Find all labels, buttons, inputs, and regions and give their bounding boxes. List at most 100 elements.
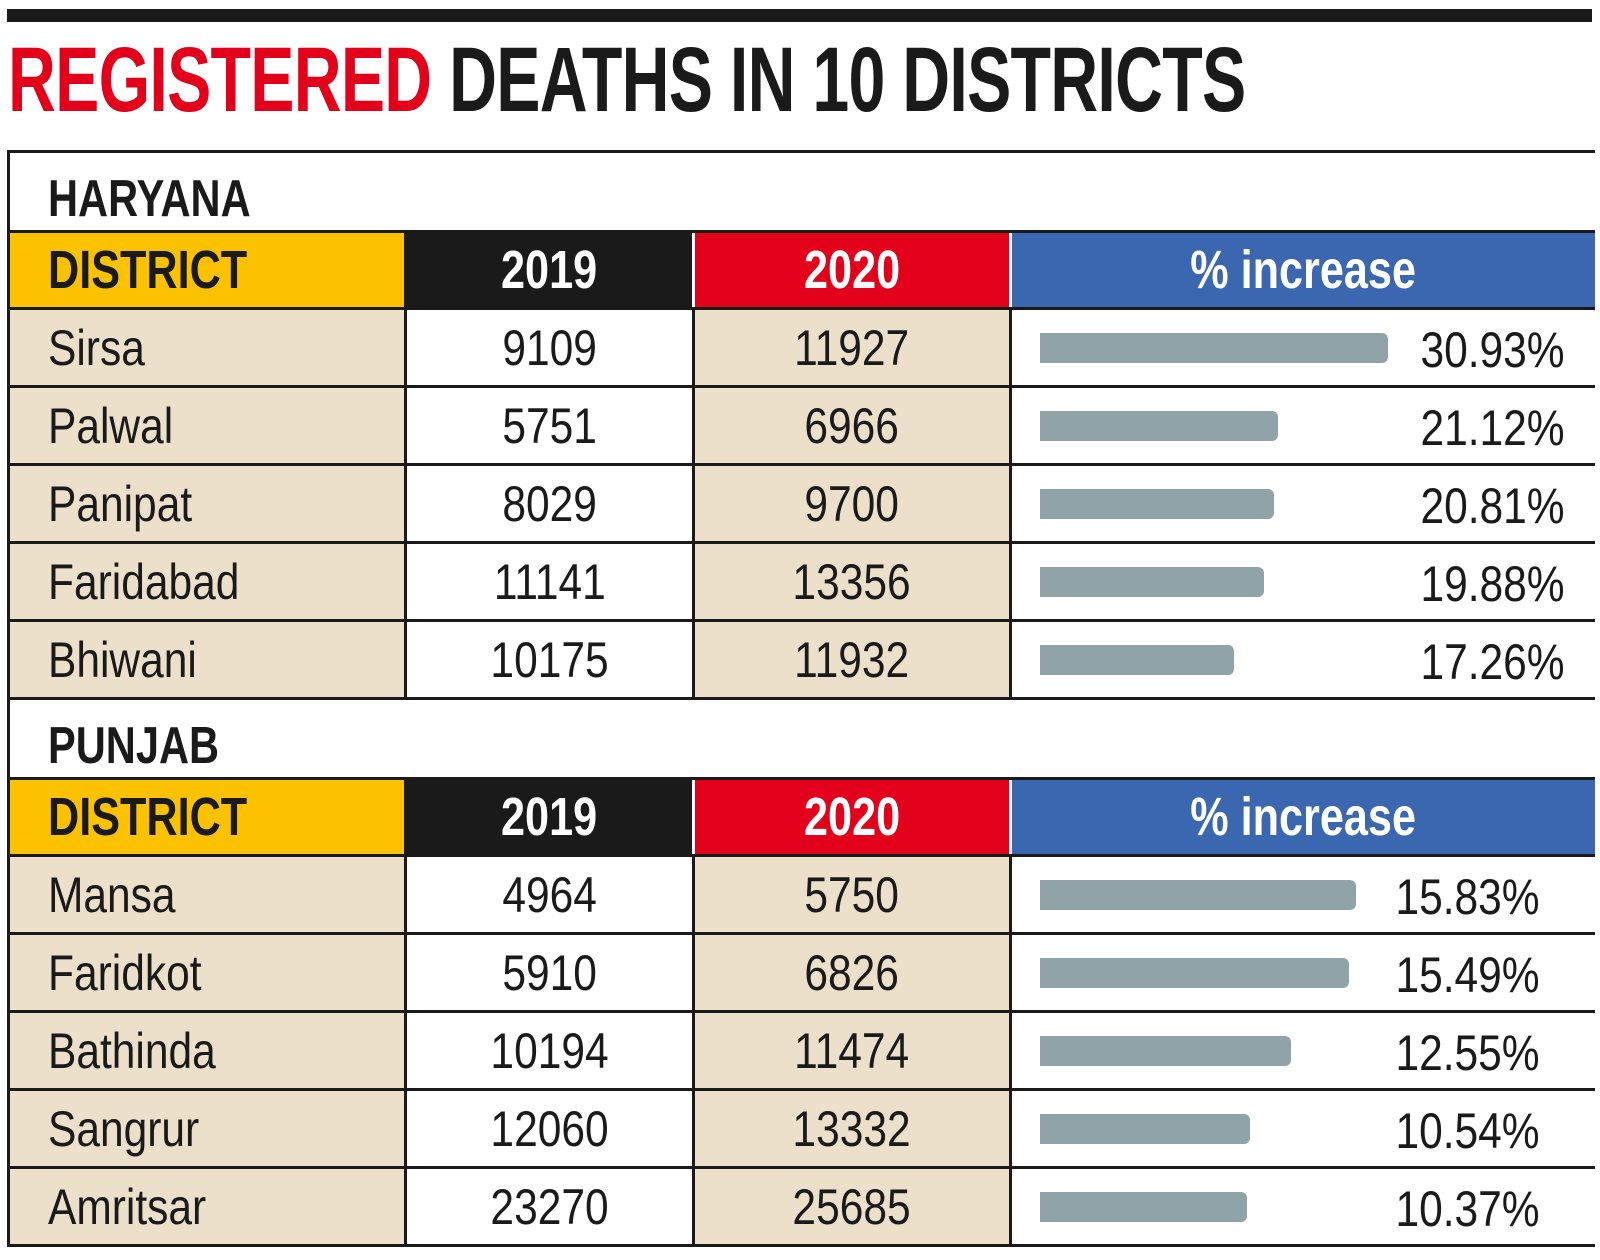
header-cell: 2020 bbox=[695, 233, 1012, 307]
increase-label: 10.54% bbox=[1395, 1103, 1540, 1159]
header-cell: DISTRICT bbox=[10, 780, 407, 854]
table-row: Bathinda 10194 11474 12.55% bbox=[10, 1013, 1595, 1091]
value-2020: 6966 bbox=[804, 397, 900, 454]
value-2019: 12060 bbox=[490, 1100, 609, 1157]
header-row: DISTRICT 2019 2020 % increase bbox=[10, 777, 1595, 857]
title-highlight: REGISTERED bbox=[8, 29, 432, 131]
district-name: Palwal bbox=[48, 397, 174, 454]
header-cell: DISTRICT bbox=[10, 233, 407, 307]
value-2020-cell: 13332 bbox=[695, 1091, 1012, 1166]
column-header: 2020 bbox=[803, 240, 901, 300]
table-row: Palwal 5751 6966 21.12% bbox=[10, 388, 1595, 466]
chart-title: REGISTERED DEATHS IN 10 DISTRICTS bbox=[8, 34, 1246, 126]
value-2019-cell: 9109 bbox=[407, 310, 695, 385]
increase-label: 10.37% bbox=[1395, 1181, 1540, 1237]
increase-label: 30.93% bbox=[1420, 322, 1565, 378]
district-name: Bathinda bbox=[48, 1022, 216, 1079]
table-row: Mansa 4964 5750 15.83% bbox=[10, 857, 1595, 935]
district-cell: Palwal bbox=[10, 388, 407, 463]
district-cell: Sangrur bbox=[10, 1091, 407, 1166]
district-cell: Panipat bbox=[10, 466, 407, 541]
value-2020-cell: 25685 bbox=[695, 1169, 1012, 1244]
table-row: Sangrur 12060 13332 10.54% bbox=[10, 1091, 1595, 1169]
district-name: Faridabad bbox=[48, 553, 240, 610]
district-name: Bhiwani bbox=[48, 631, 197, 688]
section-label: PUNJAB bbox=[10, 700, 1595, 777]
increase-label: 15.83% bbox=[1395, 869, 1540, 925]
value-2019-cell: 8029 bbox=[407, 466, 695, 541]
header-cell: 2019 bbox=[407, 780, 695, 854]
value-2020: 13332 bbox=[792, 1100, 912, 1157]
header-cell: 2019 bbox=[407, 233, 695, 307]
increase-cell: 12.55% bbox=[1012, 1013, 1595, 1088]
header-row: DISTRICT 2019 2020 % increase bbox=[10, 230, 1595, 310]
district-cell: Mansa bbox=[10, 857, 407, 932]
district-cell: Bathinda bbox=[10, 1013, 407, 1088]
value-2020-cell: 6966 bbox=[695, 388, 1012, 463]
increase-cell: 10.54% bbox=[1012, 1091, 1595, 1166]
district-name: Amritsar bbox=[48, 1178, 207, 1235]
value-2020-cell: 13356 bbox=[695, 544, 1012, 619]
increase-bar bbox=[1040, 489, 1275, 519]
value-2020-cell: 11932 bbox=[695, 622, 1012, 697]
value-2019-cell: 4964 bbox=[407, 857, 695, 932]
district-cell: Faridkot bbox=[10, 935, 407, 1010]
increase-label: 12.55% bbox=[1395, 1025, 1540, 1081]
increase-label: 21.12% bbox=[1420, 400, 1565, 456]
column-header: 2020 bbox=[803, 787, 901, 847]
increase-label: 17.26% bbox=[1420, 634, 1565, 690]
increase-label: 15.49% bbox=[1395, 947, 1540, 1003]
value-2019: 10175 bbox=[490, 631, 609, 688]
increase-bar bbox=[1040, 1036, 1291, 1066]
increase-bar bbox=[1040, 645, 1235, 675]
district-name: Panipat bbox=[48, 475, 193, 532]
table-row: Panipat 8029 9700 20.81% bbox=[10, 466, 1595, 544]
increase-bar bbox=[1040, 411, 1278, 441]
increase-label: 19.88% bbox=[1420, 556, 1565, 612]
value-2019: 5751 bbox=[502, 397, 597, 454]
value-2019-cell: 5751 bbox=[407, 388, 695, 463]
value-2020-cell: 5750 bbox=[695, 857, 1012, 932]
value-2020-cell: 11927 bbox=[695, 310, 1012, 385]
increase-bar bbox=[1040, 1114, 1251, 1144]
column-header: DISTRICT bbox=[48, 240, 248, 300]
district-name: Sirsa bbox=[48, 319, 145, 376]
value-2020: 11927 bbox=[794, 319, 910, 376]
value-2019: 10194 bbox=[490, 1022, 609, 1079]
table-row: Sirsa 9109 11927 30.93% bbox=[10, 310, 1595, 388]
top-rule bbox=[7, 9, 1592, 22]
district-cell: Faridabad bbox=[10, 544, 407, 619]
increase-cell: 17.26% bbox=[1012, 622, 1595, 697]
deaths-table: HARYANA DISTRICT 2019 2020 % increase Sirsa 91… bbox=[7, 150, 1595, 1247]
increase-cell: 30.93% bbox=[1012, 310, 1595, 385]
state-label: HARYANA bbox=[48, 170, 251, 228]
district-cell: Bhiwani bbox=[10, 622, 407, 697]
header-cell: % increase bbox=[1012, 780, 1595, 854]
value-2019: 9109 bbox=[502, 319, 597, 376]
value-2019-cell: 23270 bbox=[407, 1169, 695, 1244]
value-2019: 5910 bbox=[502, 944, 597, 1001]
increase-cell: 10.37% bbox=[1012, 1169, 1595, 1244]
column-header: 2019 bbox=[501, 240, 598, 300]
increase-cell: 15.49% bbox=[1012, 935, 1595, 1010]
increase-cell: 15.83% bbox=[1012, 857, 1595, 932]
value-2019-cell: 5910 bbox=[407, 935, 695, 1010]
value-2020: 6826 bbox=[804, 944, 900, 1001]
column-header: % increase bbox=[1190, 787, 1417, 847]
header-cell: 2020 bbox=[695, 780, 1012, 854]
value-2020: 5750 bbox=[804, 866, 900, 923]
section-label: HARYANA bbox=[10, 153, 1595, 230]
column-header: % increase bbox=[1190, 240, 1417, 300]
district-name: Sangrur bbox=[48, 1100, 200, 1157]
column-header: 2019 bbox=[501, 787, 598, 847]
district-name: Faridkot bbox=[48, 944, 202, 1001]
value-2020: 25685 bbox=[792, 1178, 912, 1235]
column-header: DISTRICT bbox=[48, 787, 248, 847]
increase-bar bbox=[1040, 567, 1264, 597]
table-row: Faridkot 5910 6826 15.49% bbox=[10, 935, 1595, 1013]
table-row: Faridabad 11141 13356 19.88% bbox=[10, 544, 1595, 622]
district-cell: Sirsa bbox=[10, 310, 407, 385]
increase-label: 20.81% bbox=[1420, 478, 1565, 534]
table-row: Bhiwani 10175 11932 17.26% bbox=[10, 622, 1595, 700]
state-label: PUNJAB bbox=[48, 717, 220, 775]
